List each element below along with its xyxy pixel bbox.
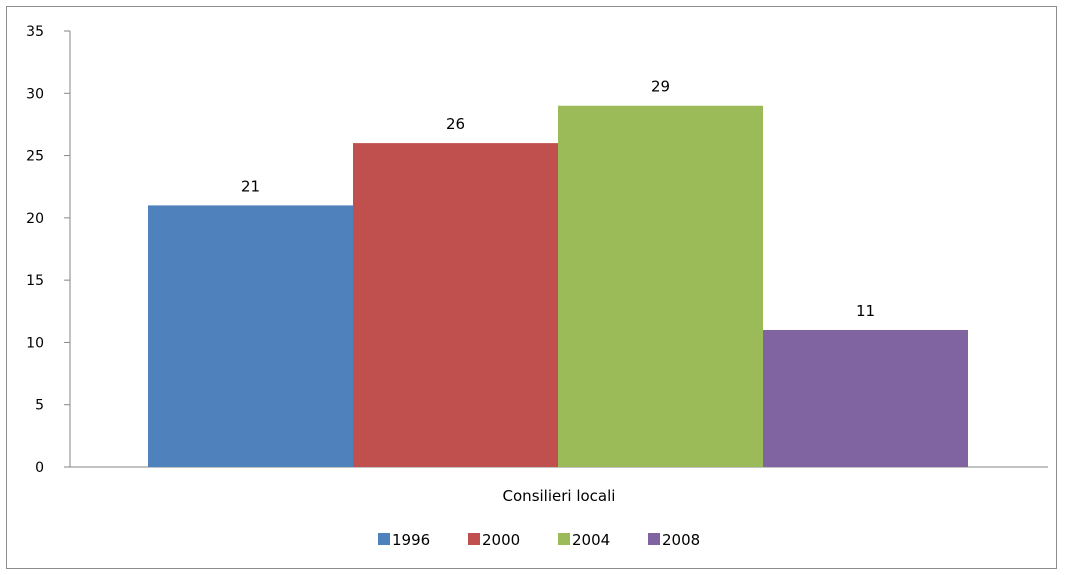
legend-swatch-2004 [558, 533, 570, 545]
bars [148, 105, 968, 467]
data-labels: 21 26 29 11 [241, 78, 875, 320]
legend-label-2008: 2008 [662, 531, 700, 549]
legend-swatch-2008 [648, 533, 660, 545]
y-tick-label: 5 [35, 398, 44, 414]
y-tick-label: 0 [35, 460, 44, 476]
y-tick-label: 25 [26, 149, 44, 165]
data-label-1996: 21 [241, 177, 260, 195]
data-label-2004: 29 [651, 78, 670, 96]
bar-2004 [558, 105, 763, 467]
y-tick-label: 35 [26, 24, 44, 40]
bar-1996 [148, 205, 353, 467]
y-tick-label: 15 [26, 273, 44, 289]
bar-2008 [763, 329, 968, 467]
legend-label-2004: 2004 [572, 531, 610, 549]
data-label-2008: 11 [856, 302, 875, 320]
legend-swatch-1996 [378, 533, 390, 545]
legend-swatch-2000 [468, 533, 480, 545]
legend-label-2000: 2000 [482, 531, 520, 549]
x-category-label: Consilieri locali [503, 487, 616, 505]
bar-2000 [353, 143, 558, 467]
y-tick-label: 10 [26, 335, 44, 351]
y-tick-label: 30 [26, 86, 44, 102]
y-tick-label: 20 [26, 211, 44, 227]
data-label-2000: 26 [446, 115, 465, 133]
legend: 1996 2000 2004 2008 [378, 531, 700, 549]
legend-label-1996: 1996 [392, 531, 430, 549]
